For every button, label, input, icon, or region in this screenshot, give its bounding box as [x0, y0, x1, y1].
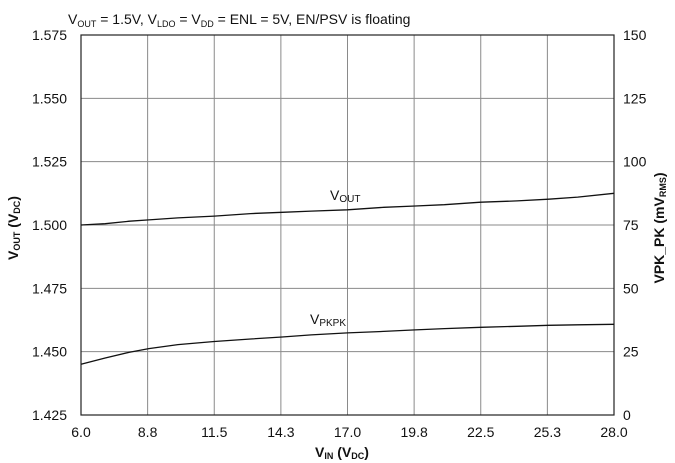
x-label-close: ): [364, 444, 369, 460]
y-left-tick-label: 1.450: [32, 344, 67, 360]
x-tick-label: 28.0: [600, 424, 627, 440]
x-tick-label: 19.8: [401, 424, 428, 440]
y-left-label-rest-sub: DC: [12, 200, 22, 213]
series-lines: [80, 192, 615, 365]
y-left-tick-label: 1.500: [32, 217, 67, 233]
y-left-label-close: ): [5, 196, 21, 201]
y-left-tick-label: 1.425: [32, 407, 67, 423]
x-label-main: V: [315, 444, 325, 460]
y-left-label-sub: OUT: [12, 231, 22, 251]
x-label-rest: (V: [333, 444, 352, 460]
x-tick-label: 14.3: [267, 424, 294, 440]
x-tick-label: 25.3: [534, 424, 561, 440]
cond-v3: V: [191, 11, 201, 27]
series-label-vout-main: V: [330, 187, 340, 203]
x-label-sub: IN: [324, 451, 333, 461]
series-label-vout-sub: OUT: [339, 194, 360, 205]
y-right-label-main: VPK_PK (mV: [651, 196, 667, 283]
cond-v2-sub: LDO: [157, 19, 176, 29]
cond-p2: =: [175, 11, 191, 27]
series-label-vpkpk-main: V: [310, 311, 320, 327]
y-right-label-close: ): [651, 172, 667, 177]
series-line-vpkpk: [80, 323, 615, 365]
series-label-vout: VOUT: [330, 187, 360, 205]
y-right-tick-label: 75: [623, 217, 639, 233]
y-left-tick-label: 1.575: [32, 27, 67, 43]
chart-conditions: VOUT = 1.5V, VLDO = VDD = ENL = 5V, EN/P…: [68, 11, 410, 29]
x-tick-label: 6.0: [71, 424, 91, 440]
grid-lines: [81, 35, 614, 415]
x-tick-label: 8.8: [138, 424, 158, 440]
series-line-vout: [80, 192, 615, 226]
y-left-tick-label: 1.525: [32, 154, 67, 170]
y-right-axis-label: VPK_PK (mVRMS): [651, 172, 668, 283]
tick-labels: 6.0 8.8 11.5 14.3 17.0 19.8 22.5 25.3 28.0 1.425 1…: [32, 27, 647, 440]
y-right-tick-label: 100: [623, 154, 647, 170]
series-label-vpkpk-sub: PKPK: [319, 318, 346, 329]
x-tick-label: 11.5: [201, 424, 227, 440]
x-label-rest-sub: DC: [351, 451, 364, 461]
y-left-label-main: V: [5, 250, 21, 260]
y-right-tick-label: 50: [623, 280, 639, 296]
cond-v1-sub: OUT: [77, 19, 97, 29]
x-tick-label: 22.5: [467, 424, 494, 440]
series-label-vpkpk: VPKPK: [310, 311, 346, 329]
x-tick-label: 17.0: [334, 424, 361, 440]
y-right-label-sub: RMS: [658, 177, 668, 197]
y-right-tick-label: 0: [623, 407, 631, 423]
x-axis-label: VIN (VDC): [315, 444, 369, 461]
y-left-tick-label: 1.550: [32, 90, 67, 106]
cond-p3: = ENL = 5V, EN/PSV is floating: [214, 11, 411, 27]
y-right-tick-label: 150: [623, 27, 647, 43]
cond-v2: V: [148, 11, 158, 27]
y-left-tick-label: 1.475: [32, 280, 67, 296]
y-right-tick-label: 125: [623, 90, 647, 106]
cond-v1: V: [68, 11, 78, 27]
y-left-label-rest: (V: [5, 213, 21, 232]
y-right-tick-label: 25: [623, 344, 639, 360]
cond-v3-sub: DD: [201, 19, 214, 29]
cond-p1: = 1.5V,: [96, 11, 147, 27]
y-left-axis-label: VOUT (VDC): [5, 196, 22, 260]
